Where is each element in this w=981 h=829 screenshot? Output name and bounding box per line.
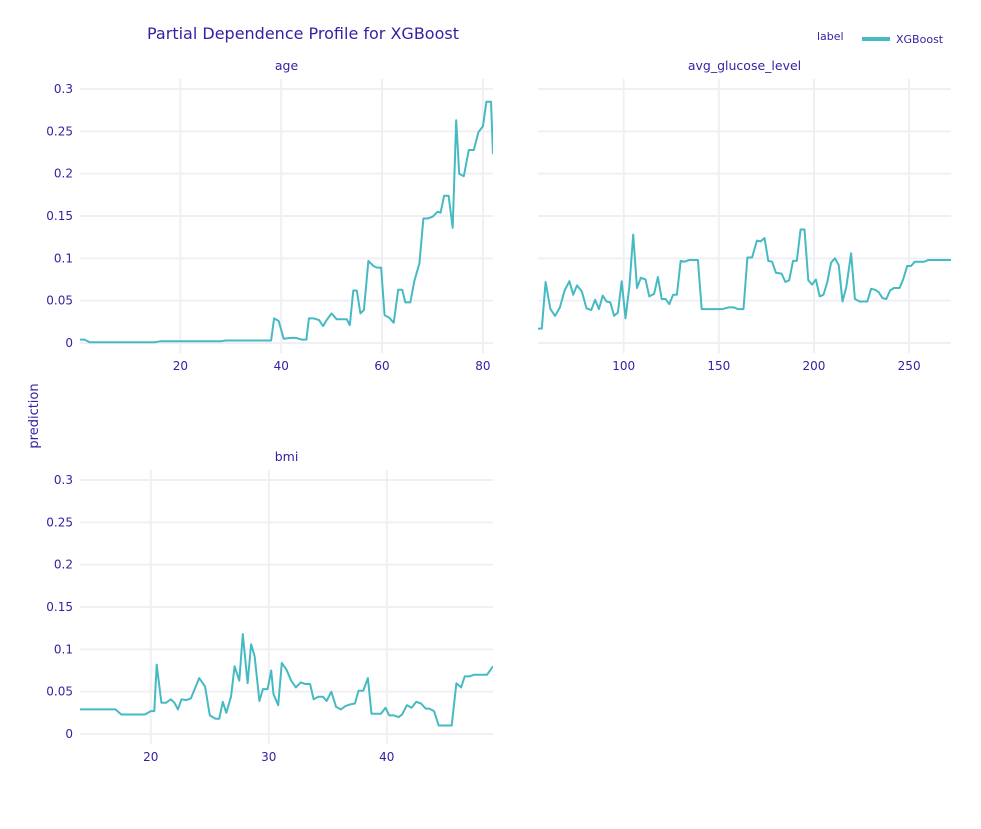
y-tick-label: 0.05 <box>46 294 73 308</box>
x-tick-label: 40 <box>274 359 289 373</box>
y-tick-label: 0.15 <box>46 209 73 223</box>
x-tick-label: 250 <box>898 359 921 373</box>
x-tick-label: 20 <box>143 750 158 764</box>
y-tick-label: 0.1 <box>54 642 73 656</box>
y-tick-label: 0.25 <box>46 515 73 529</box>
panel-avg-glucose-level: 100 150 200 250 avg_glucose_level <box>538 58 951 373</box>
panel-title: bmi <box>275 449 299 464</box>
y-tick-label: 0.3 <box>54 473 73 487</box>
y-tick-label: 0 <box>65 727 73 741</box>
x-tick-label: 150 <box>707 359 730 373</box>
legend-entry-xgboost[interactable]: XGBoost <box>896 33 944 46</box>
panel-age: 0 0.05 0.1 0.15 0.2 0.25 0.3 20 40 60 80 age <box>46 58 493 373</box>
panel-title: avg_glucose_level <box>688 58 801 73</box>
panels: 0 0.05 0.1 0.15 0.2 0.25 0.3 20 40 60 80 age 100 150 2… <box>46 58 951 764</box>
x-tick-label: 100 <box>612 359 635 373</box>
x-tick-label: 60 <box>374 359 389 373</box>
series-line-xgboost[interactable] <box>80 100 493 344</box>
x-tick-label: 20 <box>173 359 188 373</box>
chart-title: Partial Dependence Profile for XGBoost <box>147 24 459 43</box>
y-tick-label: 0.1 <box>54 251 73 265</box>
y-tick-label: 0.15 <box>46 600 73 614</box>
x-tick-label: 30 <box>261 750 276 764</box>
y-tick-label: 0 <box>65 336 73 350</box>
legend-title: label <box>817 30 844 43</box>
series-line-xgboost[interactable] <box>80 633 493 727</box>
y-tick-label: 0.25 <box>46 124 73 138</box>
series-line-xgboost[interactable] <box>538 228 951 330</box>
x-tick-label: 80 <box>475 359 490 373</box>
y-tick-label: 0.3 <box>54 82 73 96</box>
x-tick-label: 200 <box>803 359 826 373</box>
y-axis-label: prediction <box>27 383 42 448</box>
legend[interactable]: label XGBoost <box>817 30 944 46</box>
y-tick-label: 0.05 <box>46 685 73 699</box>
y-tick-label: 0.2 <box>54 167 73 181</box>
panel-title: age <box>275 58 299 73</box>
panel-bmi: 0 0.05 0.1 0.15 0.2 0.25 0.3 20 30 40 bmi <box>46 449 493 764</box>
x-tick-label: 40 <box>379 750 394 764</box>
y-tick-label: 0.2 <box>54 558 73 572</box>
